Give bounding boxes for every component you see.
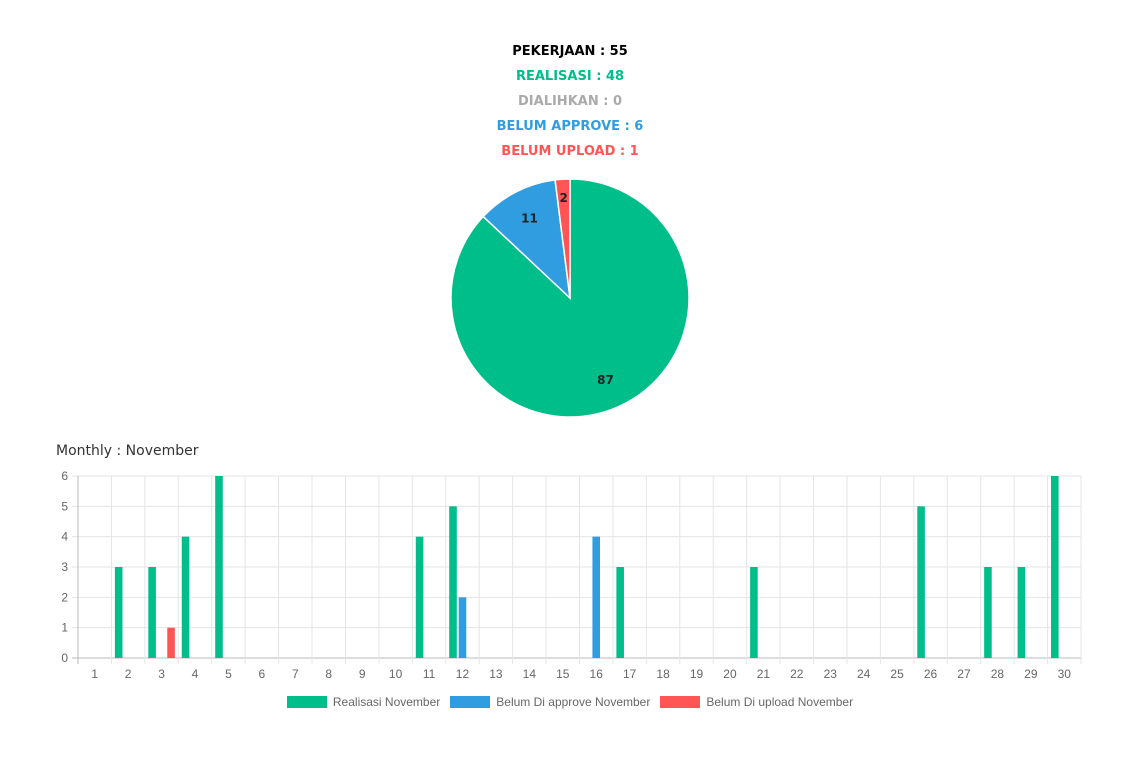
pie-slice-87[interactable] bbox=[450, 178, 690, 418]
pekerjaan-total: PEKERJAAN : 55 bbox=[512, 44, 628, 59]
summary-block: PEKERJAAN : 55 REALISASI : 48 DIALIHKAN … bbox=[0, 39, 1140, 164]
bar-belum-approve-12[interactable] bbox=[458, 597, 467, 658]
x-tick-label-13: 13 bbox=[489, 667, 503, 681]
bar-realisasi-21[interactable] bbox=[750, 567, 758, 658]
bar-realisasi-17[interactable] bbox=[616, 567, 624, 658]
pie-label-2: 2 bbox=[560, 191, 568, 205]
legend-label: Belum Di upload November bbox=[706, 695, 854, 710]
x-tick-label-24: 24 bbox=[857, 667, 871, 681]
y-tick-label: 0 bbox=[61, 651, 68, 665]
realisasi-total: REALISASI : 48 bbox=[515, 69, 625, 84]
x-tick-label-21: 21 bbox=[757, 667, 771, 681]
legend-label: Realisasi November bbox=[332, 695, 441, 710]
bar-realisasi-3[interactable] bbox=[148, 567, 156, 658]
x-tick-label-9: 9 bbox=[359, 667, 366, 681]
pie-slice-2[interactable] bbox=[554, 178, 571, 299]
legend-swatch bbox=[450, 696, 491, 709]
pie-chart: 87 11 2 bbox=[450, 178, 690, 418]
bar-realisasi-11[interactable] bbox=[415, 536, 424, 658]
x-tick-label-6: 6 bbox=[259, 667, 266, 681]
x-tick-label-17: 17 bbox=[623, 667, 637, 681]
legend-item-belum-upload[interactable]: Belum Di upload November bbox=[660, 694, 853, 709]
monthly-title: Monthly : November bbox=[56, 443, 199, 459]
x-tick-label-10: 10 bbox=[389, 667, 403, 681]
y-tick-label: 5 bbox=[61, 499, 68, 513]
bar-belum-upload-3[interactable] bbox=[167, 627, 175, 658]
x-tick-label-25: 25 bbox=[890, 667, 904, 681]
bar-realisasi-12[interactable] bbox=[449, 506, 457, 658]
bar-realisasi-26[interactable] bbox=[917, 506, 925, 658]
pie-slice-11[interactable] bbox=[482, 179, 572, 300]
x-tick-label-5: 5 bbox=[225, 667, 232, 681]
bar-realisasi-30[interactable] bbox=[1051, 476, 1059, 658]
x-tick-label-19: 19 bbox=[690, 667, 704, 681]
dialihkan-total: DIALIHKAN : 0 bbox=[518, 94, 622, 109]
y-tick-label: 6 bbox=[61, 469, 68, 483]
x-tick-label-7: 7 bbox=[292, 667, 299, 681]
x-tick-label-12: 12 bbox=[456, 667, 470, 681]
x-tick-label-30: 30 bbox=[1058, 667, 1072, 681]
y-tick-label: 1 bbox=[61, 621, 68, 635]
legend-item-belum-approve[interactable]: Belum Di approve November bbox=[450, 694, 650, 709]
x-tick-label-15: 15 bbox=[556, 667, 570, 681]
bar-realisasi-2[interactable] bbox=[114, 567, 123, 658]
bar-legend: Realisasi November Belum Di approve Novem… bbox=[0, 694, 1140, 709]
y-tick-label: 3 bbox=[61, 560, 68, 574]
x-tick-label-18: 18 bbox=[656, 667, 670, 681]
x-tick-label-23: 23 bbox=[824, 667, 838, 681]
bar-realisasi-29[interactable] bbox=[1017, 567, 1026, 658]
belum-upload-total: BELUM UPLOAD : 1 bbox=[501, 144, 639, 159]
y-tick-label: 4 bbox=[61, 530, 68, 544]
x-tick-label-14: 14 bbox=[523, 667, 537, 681]
bar-belum-approve-16[interactable] bbox=[592, 536, 601, 658]
legend-label: Belum Di approve November bbox=[496, 695, 651, 710]
x-tick-label-27: 27 bbox=[957, 667, 971, 681]
x-tick-label-8: 8 bbox=[325, 667, 332, 681]
bar-realisasi-5[interactable] bbox=[215, 476, 223, 658]
x-tick-label-11: 11 bbox=[423, 667, 436, 681]
x-tick-label-1: 1 bbox=[91, 667, 98, 681]
x-tick-label-3: 3 bbox=[158, 667, 165, 681]
legend-swatch bbox=[286, 696, 327, 709]
pie-label-11: 11 bbox=[521, 211, 538, 225]
x-tick-label-2: 2 bbox=[125, 667, 132, 681]
bar-realisasi-4[interactable] bbox=[181, 536, 190, 658]
y-tick-label: 2 bbox=[61, 590, 68, 604]
legend-item-realisasi[interactable]: Realisasi November bbox=[286, 694, 441, 710]
x-tick-label-20: 20 bbox=[723, 667, 737, 681]
bar-realisasi-28[interactable] bbox=[984, 567, 992, 658]
pie-label-87: 87 bbox=[597, 373, 614, 387]
x-tick-label-29: 29 bbox=[1024, 667, 1038, 681]
x-tick-label-28: 28 bbox=[991, 667, 1005, 681]
legend-swatch bbox=[660, 696, 701, 709]
x-tick-label-22: 22 bbox=[790, 667, 804, 681]
x-tick-label-4: 4 bbox=[192, 667, 199, 681]
x-tick-label-16: 16 bbox=[590, 667, 604, 681]
x-tick-label-26: 26 bbox=[924, 667, 938, 681]
belum-approve-total: BELUM APPROVE : 6 bbox=[496, 119, 644, 134]
